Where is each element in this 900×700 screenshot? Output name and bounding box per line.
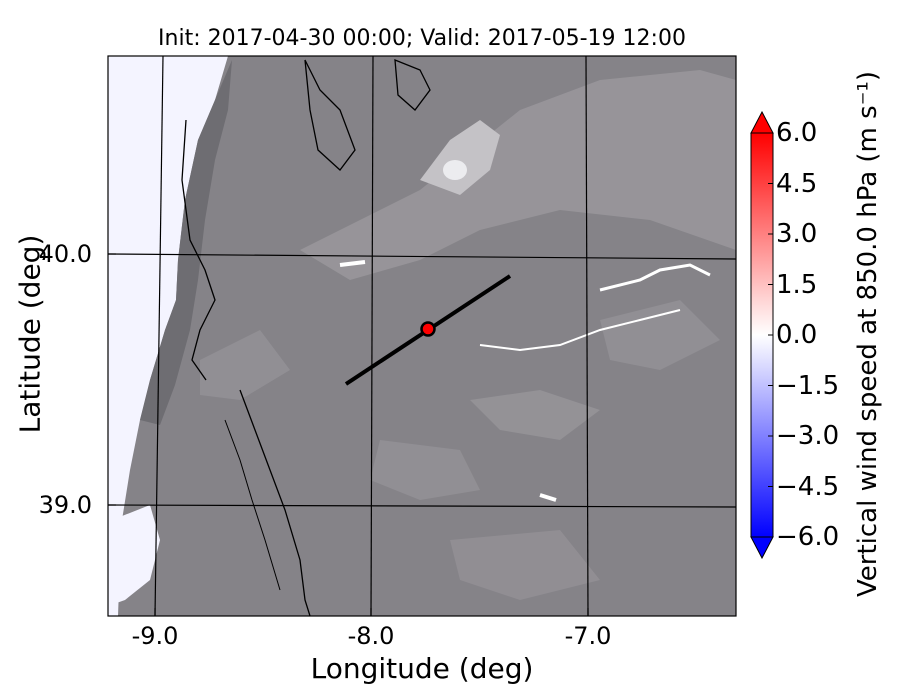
colorbar-tick-label: 4.5 bbox=[776, 168, 818, 199]
x-tick-label: -7.0 bbox=[564, 622, 612, 650]
graticule bbox=[108, 56, 736, 616]
summit bbox=[443, 160, 467, 180]
map-title: Init: 2017-04-30 00:00; Valid: 2017-05-1… bbox=[158, 26, 686, 51]
x-tick-label: -8.0 bbox=[347, 622, 395, 650]
colorbar-tick-label: 3.0 bbox=[776, 219, 818, 249]
coastal-band bbox=[140, 60, 232, 425]
y-tick-label: 40.0 bbox=[38, 240, 92, 268]
x-axis-label: Longitude (deg) bbox=[310, 652, 534, 685]
peak-area bbox=[420, 120, 500, 195]
colorbar bbox=[750, 110, 774, 560]
map-frame bbox=[107, 55, 737, 617]
location-marker bbox=[420, 321, 436, 337]
sea-area-south bbox=[108, 505, 160, 606]
colorbar-tick-label: −3.0 bbox=[776, 421, 840, 451]
axis-ticks bbox=[108, 253, 589, 616]
colorbar-label: Vertical wind speed at 850.0 hPa (m s⁻¹) bbox=[853, 71, 883, 597]
colorbar-tick-label: −1.5 bbox=[776, 370, 840, 401]
x-tick-label: -9.0 bbox=[131, 622, 179, 650]
colorbar-tick-label: 6.0 bbox=[776, 118, 818, 148]
colorbar-extend-min bbox=[750, 536, 774, 560]
colorbar-extend-max bbox=[750, 110, 774, 134]
map-area bbox=[108, 56, 736, 616]
colorbar-tick-label: 1.5 bbox=[776, 269, 818, 300]
y-tick-label: 39.0 bbox=[38, 491, 92, 519]
colorbar-tick-label: −6.0 bbox=[776, 522, 840, 552]
colorbar-tick-label: −4.5 bbox=[776, 471, 840, 502]
sea-area bbox=[108, 56, 228, 616]
high-terrain bbox=[300, 70, 736, 280]
colorbar-tick-label: 0.0 bbox=[776, 320, 818, 350]
